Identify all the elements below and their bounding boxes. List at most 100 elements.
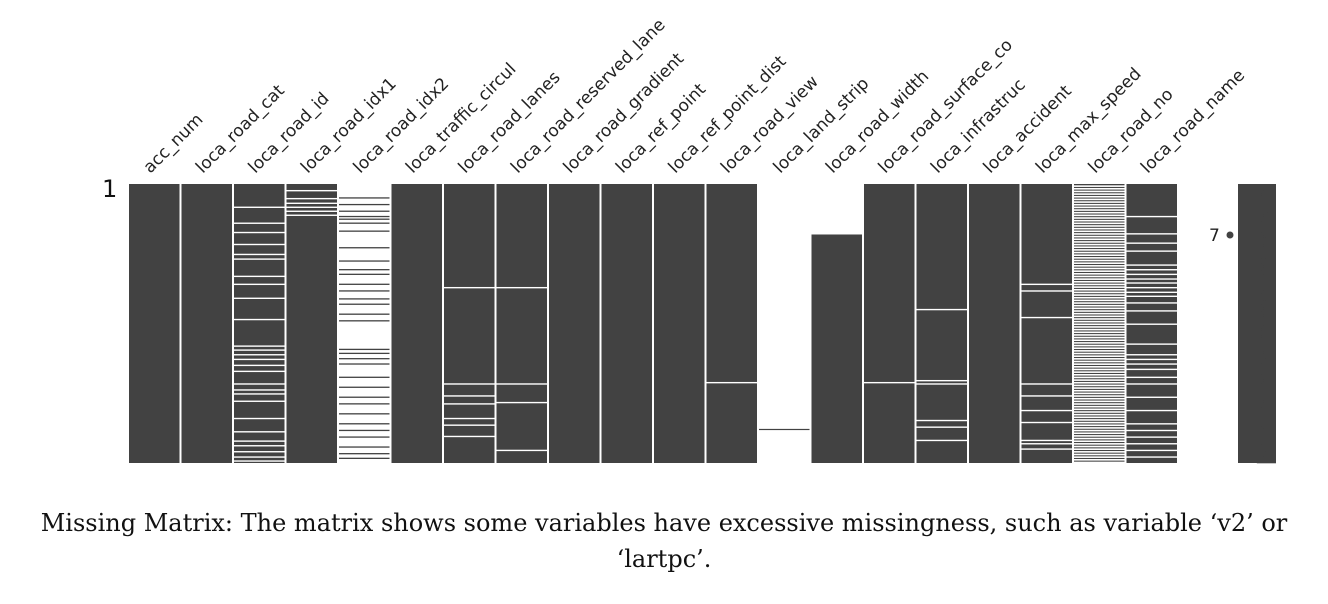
missing-row-mark [1074, 217, 1125, 219]
sparkline-segment [1261, 318, 1276, 322]
sparkline-segment [1263, 253, 1276, 257]
present-row-line [339, 313, 390, 315]
missing-row-mark [1074, 187, 1125, 190]
sparkline-segment [1261, 290, 1276, 294]
sparkline-segment [1261, 302, 1276, 306]
missing-row-mark [234, 318, 285, 321]
sparkline-segment [1263, 418, 1276, 422]
missing-row-mark [234, 349, 285, 351]
missing-row-mark [1074, 206, 1125, 209]
missing-row-mark [1074, 429, 1125, 432]
present-row-line [339, 283, 390, 285]
missing-row-mark [1074, 435, 1125, 437]
missing-row-mark [1074, 419, 1125, 421]
missing-row-mark [1126, 286, 1177, 289]
sparkline-segment [1263, 265, 1276, 268]
missing-row-mark [1126, 264, 1177, 266]
sparkline-segment [1259, 216, 1276, 220]
missing-row-mark [1074, 363, 1125, 365]
sparkline-segment [1259, 393, 1276, 396]
present-row-line [339, 290, 390, 292]
present-row-line [339, 386, 390, 388]
sparkline-segment [1259, 337, 1276, 341]
missing-row-mark [1074, 326, 1125, 328]
column-loca-road-idx2 [339, 184, 390, 463]
missing-row-mark [1074, 443, 1125, 445]
sparkline-segment [1261, 256, 1276, 259]
missing-row-mark [234, 275, 285, 278]
sparkline-segment [1259, 260, 1276, 264]
missing-row-mark [1074, 421, 1125, 424]
missing-row-mark [1126, 409, 1177, 412]
missing-row-mark [286, 214, 337, 216]
missing-row-mark [1074, 318, 1125, 320]
sparkline-segment [1256, 311, 1276, 315]
sparkline-segment [1256, 330, 1276, 334]
missing-row-mark [1074, 437, 1125, 440]
sparkline-segment [1256, 383, 1276, 387]
missing-row-mark [1074, 299, 1125, 302]
column-loca-road-cat [181, 184, 232, 463]
sparkline-segment [1259, 272, 1276, 275]
missing-row-mark [1126, 215, 1177, 218]
missing-row-mark [234, 253, 285, 256]
missing-row-mark [1074, 304, 1125, 307]
sparkline-segment [1261, 381, 1276, 385]
missing-row-mark [1074, 379, 1125, 381]
missing-row-mark [1074, 342, 1125, 344]
sparkline-label: 7 [1209, 226, 1220, 246]
column-bar-loca-road-view [706, 184, 757, 463]
column-acc-num [129, 184, 180, 463]
missing-row-mark [234, 231, 285, 234]
figure-caption: Missing Matrix: The matrix shows some va… [0, 505, 1328, 577]
sparkline-segment [1261, 453, 1276, 457]
missing-row-mark [1074, 360, 1125, 363]
missing-row-mark [1126, 269, 1177, 271]
sparkline-segment [1261, 193, 1276, 196]
sparkline-segment [1261, 435, 1276, 438]
missing-row-mark [1074, 211, 1125, 214]
sparkline-segment [1261, 277, 1276, 280]
sparkline-segment [1265, 395, 1276, 399]
missing-row-mark [444, 424, 495, 426]
missing-row-mark [1074, 368, 1125, 371]
sparkline-segment [1256, 293, 1276, 296]
sparkline-segment [1261, 263, 1276, 266]
sparkline-segment [1265, 223, 1276, 227]
sparkline-segment [1267, 211, 1276, 215]
column-label-loca-road-idx1: loca_road_idx1 [297, 74, 401, 178]
column-bar-loca-ref-point-dist [654, 184, 705, 463]
column-loca-road-surface-co [864, 184, 915, 463]
missing-row-mark [1074, 246, 1125, 249]
sparkline-segment [1259, 207, 1276, 210]
sparkline-segment [1261, 416, 1276, 420]
missing-row-mark [286, 197, 337, 200]
present-row-line [339, 203, 390, 206]
missing-row-mark [1074, 320, 1125, 323]
missing-row-mark [1074, 331, 1125, 334]
missing-row-mark [1074, 275, 1125, 278]
sparkline-segment [1261, 397, 1276, 401]
missing-row-mark [1074, 376, 1125, 379]
column-bar-loca-traffic-circul [391, 184, 442, 463]
missing-row-mark [1126, 449, 1177, 452]
column-loca-traffic-circul [391, 184, 442, 463]
missing-row-mark [1021, 316, 1072, 319]
missing-row-mark [1074, 280, 1125, 283]
missing-row-mark [1074, 227, 1125, 230]
missing-row-mark [916, 308, 967, 311]
sparkline-segment [1256, 232, 1276, 236]
caption-line-1: Missing Matrix: The matrix shows some va… [40, 509, 1288, 537]
missing-row-mark [444, 435, 495, 438]
missing-row-mark [1126, 291, 1177, 294]
missing-row-mark [1021, 290, 1072, 292]
missing-row-mark [1074, 366, 1125, 368]
missing-row-mark [496, 383, 547, 385]
sparkline-segment [1259, 325, 1276, 329]
sparkline-segment [1261, 221, 1276, 224]
present-row-line [339, 403, 390, 405]
missing-row-mark [1074, 288, 1125, 291]
missing-row-mark [444, 383, 495, 385]
missing-row-mark [1074, 238, 1125, 241]
missing-row-mark [1074, 225, 1125, 227]
